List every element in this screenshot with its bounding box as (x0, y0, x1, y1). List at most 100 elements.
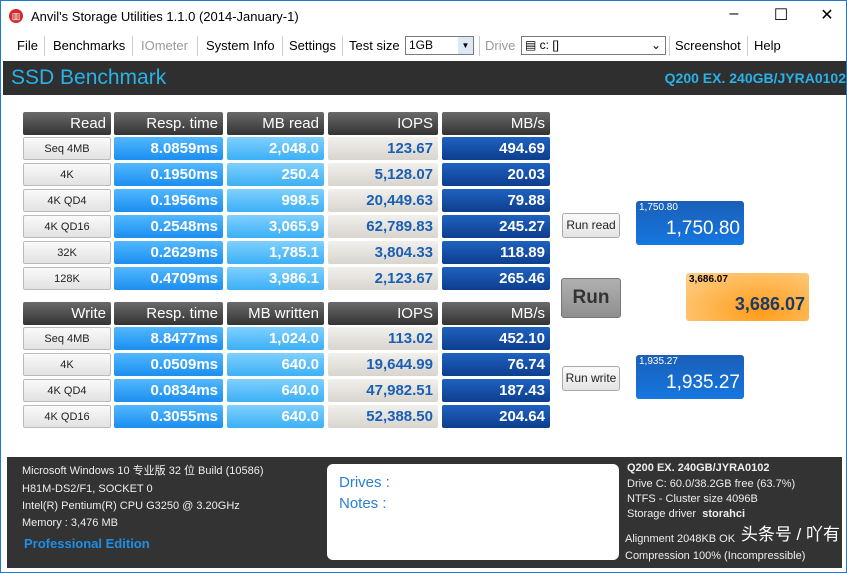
test-size-select[interactable]: 1GB ▼ (405, 36, 474, 55)
write-cell: 113.02 (328, 327, 438, 350)
driver-info: Storage driver storahci (627, 508, 745, 521)
menu-benchmarks[interactable]: Benchmarks (53, 38, 126, 53)
memory-info: Memory : 3,476 MB (22, 517, 118, 529)
app-icon: ▥ (9, 9, 23, 23)
menu-iometer[interactable]: IOmeter (141, 38, 188, 53)
read-cell: 494.69 (442, 137, 550, 160)
drive-model: Q200 EX. 240GB/JYRA0102 (664, 70, 846, 86)
system-info-panel: Microsoft Windows 10 专业版 32 位 Build (105… (7, 457, 842, 568)
write-cell: 52,388.50 (328, 405, 438, 428)
write-score: 1,935.27 1,935.27 (636, 355, 744, 399)
drives-label: Drives : (339, 474, 390, 491)
read-cell: 20,449.63 (328, 189, 438, 212)
dropdown-arrow-icon: ▼ (458, 37, 473, 54)
read-cell: 0.2548ms (114, 215, 223, 238)
window-title: Anvil's Storage Utilities 1.1.0 (2014-Ja… (31, 9, 299, 24)
banner: SSD Benchmark Q200 EX. 240GB/JYRA0102 (3, 61, 846, 95)
read-cell: 998.5 (227, 189, 324, 212)
drive-label: Drive (485, 38, 516, 53)
test-size-label: Test size (349, 38, 400, 53)
read-cell: 8.0859ms (114, 137, 223, 160)
notes-box[interactable]: Drives : Notes : (327, 464, 619, 560)
run-read-button[interactable]: Run read (562, 213, 620, 238)
write-cell: 640.0 (227, 379, 324, 402)
read-cell: 118.89 (442, 241, 550, 264)
menu-screenshot[interactable]: Screenshot (675, 38, 741, 53)
write-cell: 19,644.99 (328, 353, 438, 376)
filesystem-info: NTFS - Cluster size 4096B (627, 493, 758, 505)
read-cell: 3,986.1 (227, 267, 324, 290)
read-score-small: 1,750.80 (639, 202, 678, 213)
close-button[interactable]: ✕ (820, 7, 834, 24)
drive-model-info: Q200 EX. 240GB/JYRA0102 (627, 462, 770, 474)
read-cell: 0.2629ms (114, 241, 223, 264)
menu-settings[interactable]: Settings (289, 38, 336, 53)
read-cell: 20.03 (442, 163, 550, 186)
write-cell: 204.64 (442, 405, 550, 428)
notes-label: Notes : (339, 495, 387, 512)
run-button[interactable]: Run (561, 278, 621, 318)
read-cell: 3,065.9 (227, 215, 324, 238)
write-cell: 1,024.0 (227, 327, 324, 350)
menu-file[interactable]: File (17, 38, 38, 53)
write-score-value: 1,935.27 (666, 372, 740, 393)
write-header-2: MB written (227, 302, 324, 325)
title-bar: ▥ Anvil's Storage Utilities 1.1.0 (2014-… (1, 1, 847, 32)
write-cell: 187.43 (442, 379, 550, 402)
menu-bar: File Benchmarks IOmeter System Info Sett… (1, 32, 847, 59)
read-cell: 5,128.07 (328, 163, 438, 186)
cpu-info: Intel(R) Pentium(R) CPU G3250 @ 3.20GHz (22, 500, 240, 512)
write-cell: 47,982.51 (328, 379, 438, 402)
page-title: SSD Benchmark (11, 66, 167, 89)
read-row-button[interactable]: 32K (23, 241, 111, 264)
read-cell: 2,123.67 (328, 267, 438, 290)
write-cell: 8.8477ms (114, 327, 223, 350)
write-score-small: 1,935.27 (639, 356, 678, 367)
write-header-3: IOPS (328, 302, 438, 325)
write-row-button[interactable]: Seq 4MB (23, 327, 111, 350)
read-header-2: MB read (227, 112, 324, 135)
total-score-small: 3,686.07 (689, 274, 728, 285)
total-score-value: 3,686.07 (734, 294, 805, 314)
write-row-button[interactable]: 4K QD16 (23, 405, 111, 428)
read-cell: 2,048.0 (227, 137, 324, 160)
drive-select[interactable]: ▤ c: [] ⌄ (521, 36, 666, 55)
write-cell: 76.74 (442, 353, 550, 376)
write-header-4: MB/s (442, 302, 550, 325)
read-header-0: Read (23, 112, 111, 135)
write-header-1: Resp. time (114, 302, 223, 325)
run-write-button[interactable]: Run write (562, 366, 620, 391)
compression-info: Compression 100% (Incompressible) (625, 550, 806, 562)
drive-value: c: [] (539, 38, 560, 52)
driver-value: storahci (702, 508, 746, 520)
maximize-button[interactable]: ☐ (773, 7, 789, 24)
drive-icon: ▤ (525, 38, 540, 52)
drive-space-info: Drive C: 60.0/38.2GB free (63.7%) (627, 478, 796, 490)
read-cell: 0.4709ms (114, 267, 223, 290)
write-cell: 640.0 (227, 353, 324, 376)
menu-system-info[interactable]: System Info (206, 38, 275, 53)
watermark: 头条号 / 吖有 (740, 525, 840, 544)
read-cell: 79.88 (442, 189, 550, 212)
read-cell: 3,804.33 (328, 241, 438, 264)
read-cell: 1,785.1 (227, 241, 324, 264)
driver-label: Storage driver (627, 508, 697, 520)
read-row-button[interactable]: 4K QD16 (23, 215, 111, 238)
write-cell: 640.0 (227, 405, 324, 428)
total-score: 3,686.07 3,686.07 (686, 273, 809, 321)
write-row-button[interactable]: 4K QD4 (23, 379, 111, 402)
menu-help[interactable]: Help (754, 38, 781, 53)
chevron-down-icon: ⌄ (650, 38, 661, 52)
read-cell: 265.46 (442, 267, 550, 290)
minimize-button[interactable]: – (729, 5, 739, 22)
read-row-button[interactable]: 4K (23, 163, 111, 186)
read-cell: 62,789.83 (328, 215, 438, 238)
read-score: 1,750.80 1,750.80 (636, 201, 744, 245)
write-row-button[interactable]: 4K (23, 353, 111, 376)
read-row-button[interactable]: 128K (23, 267, 111, 290)
read-row-button[interactable]: Seq 4MB (23, 137, 111, 160)
read-row-button[interactable]: 4K QD4 (23, 189, 111, 212)
edition-label: Professional Edition (24, 536, 150, 551)
write-cell: 0.0509ms (114, 353, 223, 376)
read-cell: 0.1950ms (114, 163, 223, 186)
